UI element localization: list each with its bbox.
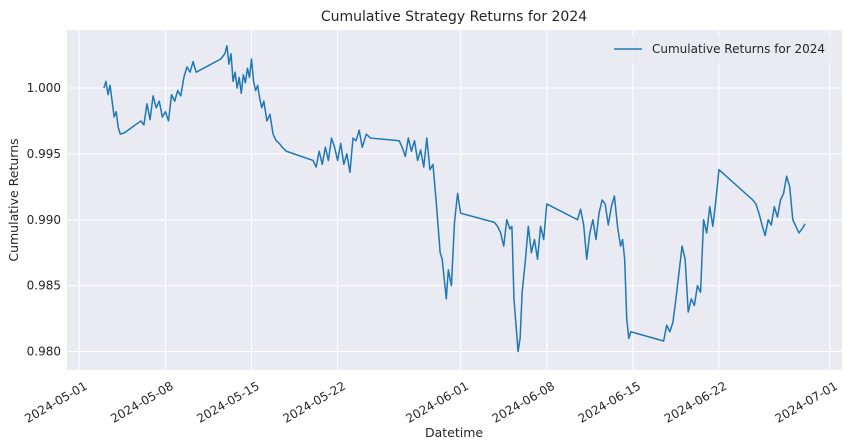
y-tick-label: 0.980 [27,345,61,359]
x-tick-label: 2024-06-22 [662,379,729,426]
x-tick-label: 2024-06-01 [404,379,471,426]
x-tick-labels: 2024-05-01 2024-05-08 2024-05-15 2024-05-22… [22,379,840,426]
y-tick-label: 0.985 [27,279,61,293]
chart-title: Cumulative Strategy Returns for 2024 [321,9,587,25]
x-gridlines [78,30,831,370]
plot-background [67,30,842,370]
x-tick-label: 2024-05-08 [108,379,175,426]
x-tick-label: 2024-05-01 [22,379,89,426]
x-tick-label: 2024-05-15 [194,379,261,426]
y-gridlines [67,87,842,353]
y-axis-title: Cumulative Returns [6,138,21,261]
y-tick-label: 1.000 [27,81,61,95]
x-axis-title: Datetime [425,425,483,440]
x-tick-label: 2024-06-08 [490,379,557,426]
legend: Cumulative Returns for 2024 [606,36,834,64]
x-tick-label: 2024-06-15 [576,379,643,426]
y-tick-label: 0.995 [27,147,61,161]
y-tick-label: 0.990 [27,213,61,227]
y-tick-labels: 0.980 0.985 0.990 0.995 1.000 [27,81,61,359]
legend-label: Cumulative Returns for 2024 [652,42,825,56]
legend-box [606,36,834,64]
x-tick-label: 2024-07-01 [773,379,840,426]
x-tick-label: 2024-05-22 [281,379,348,426]
series-line-cumulative-returns [103,45,806,353]
